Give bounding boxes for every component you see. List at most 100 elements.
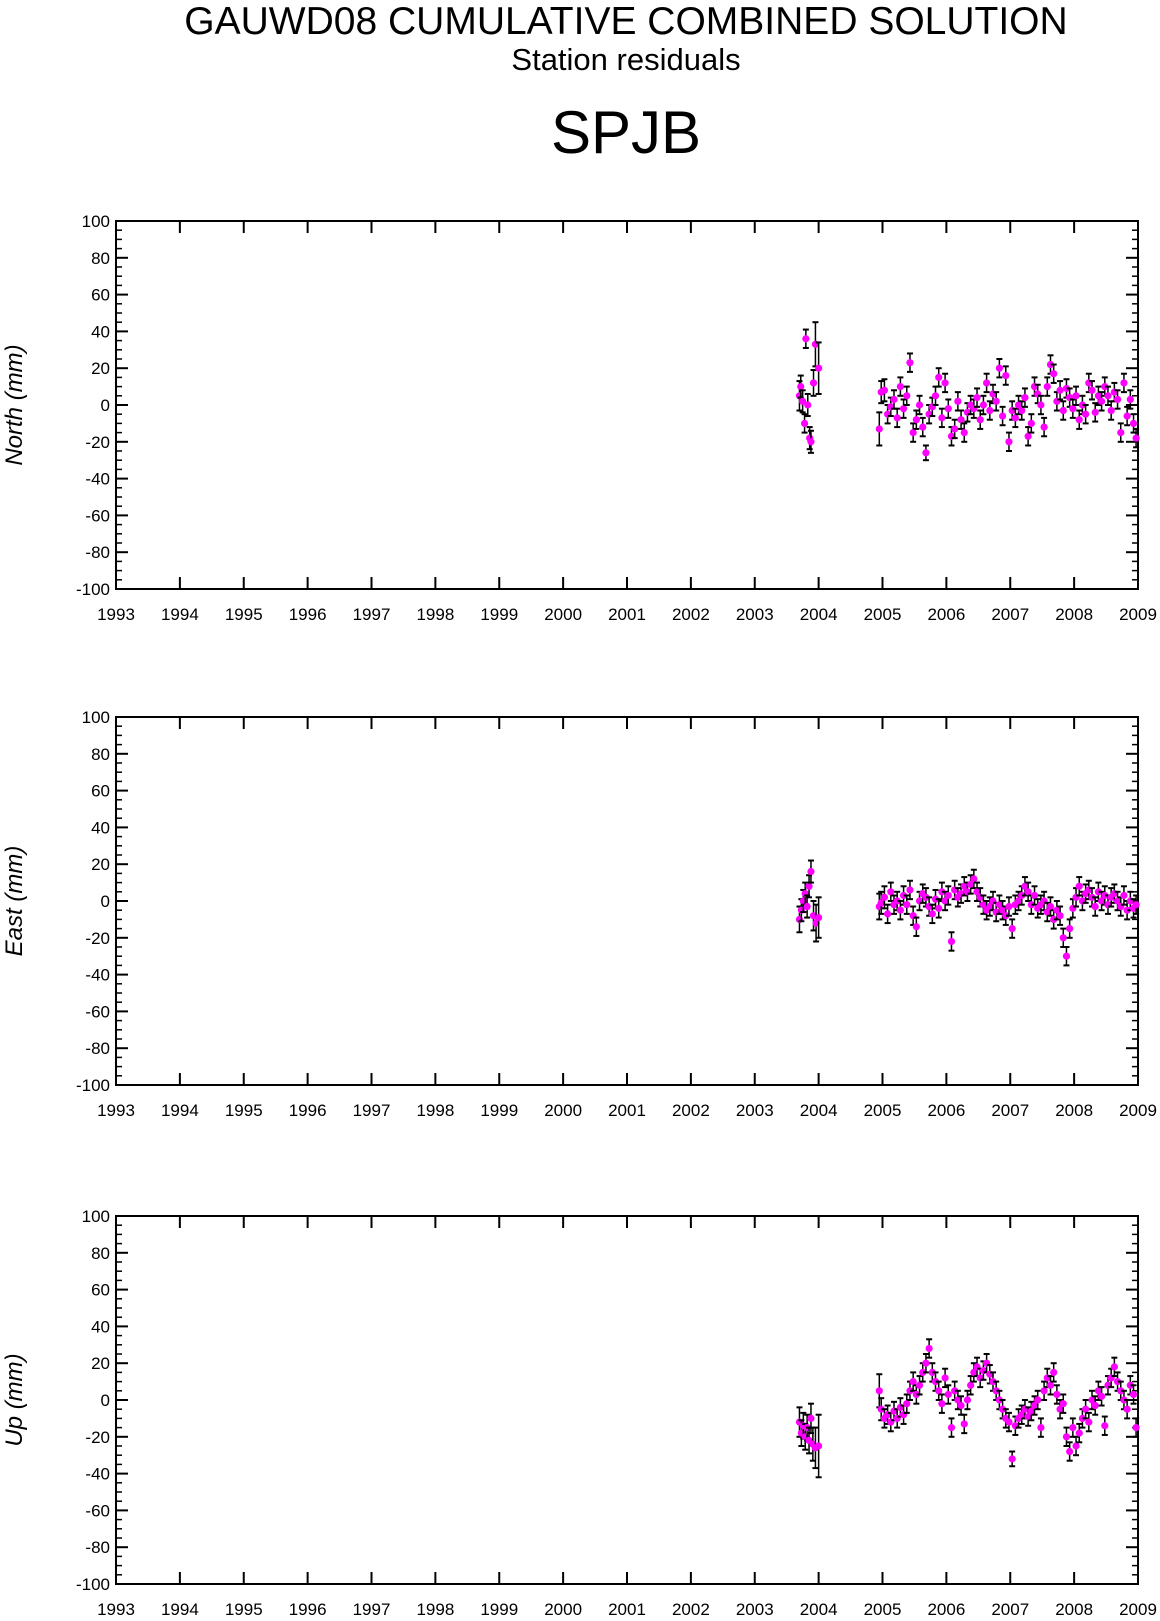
residual-marker [995,364,1003,372]
residual-marker [995,901,1003,909]
residual-marker [890,395,898,404]
data-point [1069,1417,1077,1438]
data-point [1132,894,1140,915]
data-point [1040,890,1048,912]
x-tick-label: 2005 [864,1600,902,1619]
residual-marker [992,1387,1000,1395]
residual-marker [1082,410,1090,418]
residual-marker [1120,891,1128,900]
residual-marker [912,416,920,424]
data-point [1059,927,1067,948]
residual-marker [1097,897,1106,905]
data-point [893,407,901,429]
data-point [1018,885,1026,906]
x-tick-label: 2001 [608,1600,646,1619]
x-tick-label: 1996 [289,1101,327,1120]
data-point [1097,391,1106,412]
data-point [877,1397,885,1422]
residual-marker [1091,902,1099,911]
data-point [944,885,952,906]
residual-marker [1072,392,1080,400]
data-point [957,409,965,430]
x-tick-label: 1993 [97,1600,135,1619]
residual-marker [1113,395,1122,404]
residual-marker [1094,392,1102,400]
residual-marker [893,897,901,905]
residual-marker [944,405,952,413]
x-tick-label: 1993 [97,605,135,624]
x-tick-label: 2002 [672,1101,710,1120]
y-tick-label: 100 [82,708,110,727]
residual-marker [797,383,805,391]
x-tick-label: 1993 [97,1101,135,1120]
data-point [1120,372,1128,394]
data-point [1059,400,1067,421]
residual-marker [1027,901,1035,909]
residual-marker [896,383,904,391]
residual-marker [935,373,943,381]
residual-marker [1066,925,1074,933]
data-point [815,1413,823,1479]
residual-marker [1094,888,1102,896]
y-tick-label: 80 [91,1244,110,1263]
residual-marker [804,401,812,409]
x-tick-label: 2009 [1119,605,1157,624]
y-tick-label: -80 [85,543,110,562]
residual-marker [1050,915,1058,923]
residual-marker [1069,1424,1077,1432]
data-point [919,416,927,438]
residual-marker [893,414,901,422]
residual-marker [875,425,883,433]
x-tick-label: 2006 [927,1600,965,1619]
residual-marker [922,893,930,901]
residual-marker [803,902,811,911]
y-tick-label: -40 [85,470,110,489]
data-point [960,1413,968,1435]
residual-marker [944,891,952,900]
residual-marker [903,901,911,909]
residual-marker [903,392,911,400]
y-tick-label: -100 [76,1575,110,1594]
residual-marker [976,416,984,424]
residual-marker [1085,1418,1093,1426]
x-tick-label: 2005 [864,1101,902,1120]
residual-marker [1066,1447,1074,1456]
data-point [1072,1435,1080,1457]
data-point [1008,1450,1016,1468]
y-axis-label: East (mm) [1,846,28,957]
data-point [1097,890,1106,912]
residual-marker [1078,401,1087,409]
data-point [1005,896,1013,917]
residual-marker [938,1400,946,1408]
data-point [1024,881,1032,902]
residual-marker [1101,891,1109,900]
data-point [1027,1400,1035,1422]
data-point [903,1393,911,1414]
x-tick-label: 2007 [991,1101,1029,1120]
y-tick-label: 100 [82,1207,110,1226]
residual-marker [1104,392,1112,400]
data-point [1046,896,1055,917]
x-tick-label: 1995 [225,1101,263,1120]
residual-marker [1072,1442,1080,1450]
data-point [800,413,809,434]
data-point [995,358,1003,379]
data-point [1056,380,1064,401]
residual-marker [1050,370,1058,378]
data-point [815,896,823,939]
data-point [944,398,952,419]
data-point [1117,422,1125,443]
data-point [804,392,812,418]
residual-marker [1034,1396,1042,1404]
residual-marker [1091,408,1099,416]
data-point [1043,376,1051,397]
residual-marker [973,888,981,896]
data-point [947,1417,956,1438]
residual-marker [909,429,917,437]
residual-marker [986,902,994,911]
data-point [925,1338,933,1359]
y-tick-label: 40 [91,1317,110,1336]
residual-marker [1059,1400,1067,1408]
data-point [1075,876,1083,897]
data-point [1110,1356,1118,1378]
